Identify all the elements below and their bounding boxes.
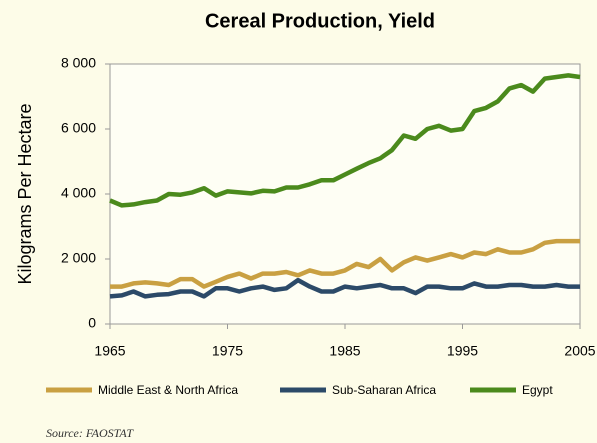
y-axis-label: Kilograms Per Hectare (15, 103, 35, 284)
y-tick-label: 6 000 (61, 120, 96, 136)
series-line (109, 73, 581, 208)
x-tick-label: 1975 (212, 343, 243, 359)
x-tick-label: 1965 (94, 343, 125, 359)
legend-label: Middle East & North Africa (98, 383, 238, 397)
legend-label: Sub-Saharan Africa (332, 383, 436, 397)
source: Source: FAOSTAT (46, 426, 134, 440)
y-tick-label: 8 000 (61, 55, 96, 71)
x-tick-label: 1995 (447, 343, 478, 359)
legend-label: Egypt (522, 383, 553, 397)
x-tick-label: 1985 (329, 343, 360, 359)
y-tick-label: 4 000 (61, 185, 96, 201)
y-tick-label: 2 000 (61, 250, 96, 266)
x-tick-label: 2005 (564, 343, 595, 359)
series-line (109, 277, 580, 299)
y-tick-label: 0 (88, 315, 96, 331)
chart-title: Cereal Production, Yield (205, 10, 435, 32)
series-line (110, 238, 580, 289)
